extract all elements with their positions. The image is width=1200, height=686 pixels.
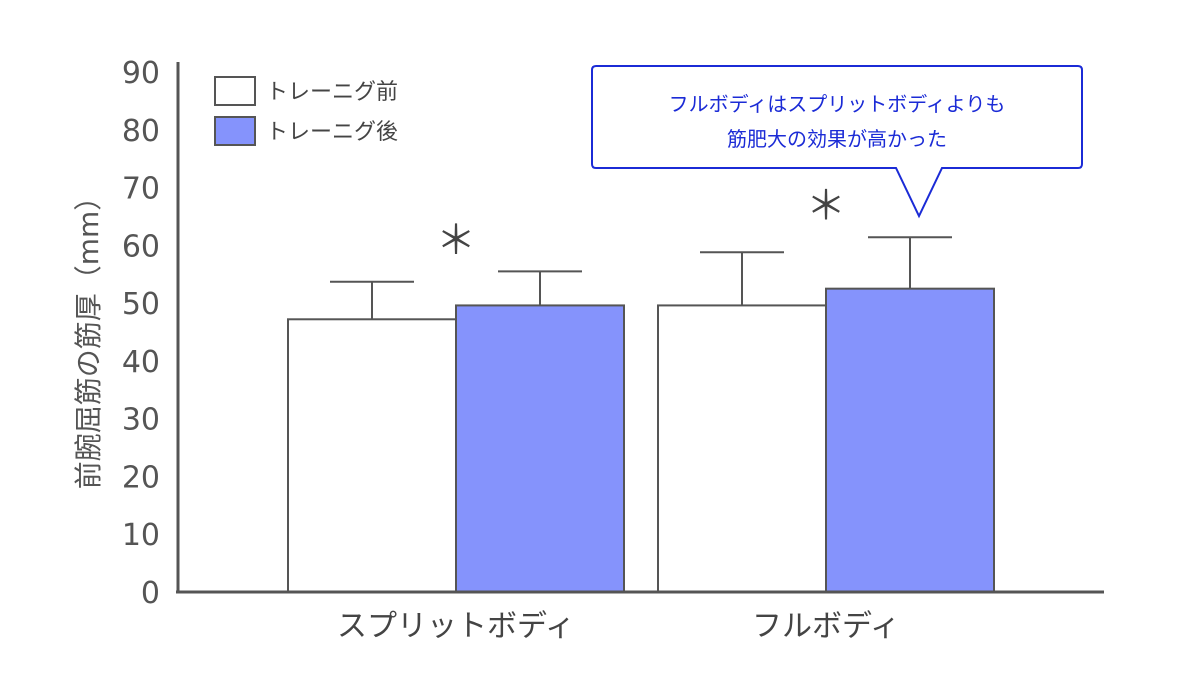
y-tick-label: 90	[122, 56, 160, 91]
bar-after-1	[825, 287, 995, 593]
bar-before-0	[287, 318, 457, 593]
significance-markers: ＊＊	[436, 183, 846, 263]
y-axis-ticks: 0 10 20 30 40 50 60 70 80 90	[122, 56, 160, 611]
y-tick-label: 70	[122, 172, 160, 207]
legend-swatch	[214, 116, 256, 146]
y-tick-label: 0	[141, 576, 160, 611]
y-tick-label: 20	[122, 460, 160, 495]
error-bars	[330, 236, 952, 320]
x-category-label: フルボディ	[752, 609, 900, 644]
y-tick-label: 60	[122, 229, 160, 264]
axes	[176, 62, 1104, 594]
annotation-callout: フルボディはスプリットボディよりも 筋肥大の効果が高かった	[591, 65, 1083, 219]
callout-line-2: 筋肥大の効果が高かった	[727, 127, 947, 151]
significance-asterisk: ＊	[436, 217, 476, 263]
y-axis-title: 前腕屈筋の筋厚（mm）	[72, 183, 105, 490]
bar-after-0	[455, 304, 625, 593]
callout-bubble	[591, 65, 1083, 219]
legend-label: トレーニグ後	[266, 120, 398, 145]
significance-asterisk: ＊	[806, 183, 846, 229]
y-tick-label: 30	[122, 403, 160, 438]
y-tick-label: 80	[122, 114, 160, 149]
callout-line-1: フルボディはスプリットボディよりも	[669, 92, 1006, 116]
y-tick-label: 50	[122, 287, 160, 322]
x-category-label: スプリットボディ	[337, 609, 575, 644]
legend-label: トレーニグ前	[266, 80, 398, 105]
legend-swatch	[214, 76, 256, 106]
bars	[287, 287, 995, 593]
y-tick-label: 10	[122, 518, 160, 553]
bar-before-1	[657, 304, 827, 593]
x-axis-categories: スプリットボディ フルボディ	[337, 609, 900, 644]
y-tick-label: 40	[122, 345, 160, 380]
